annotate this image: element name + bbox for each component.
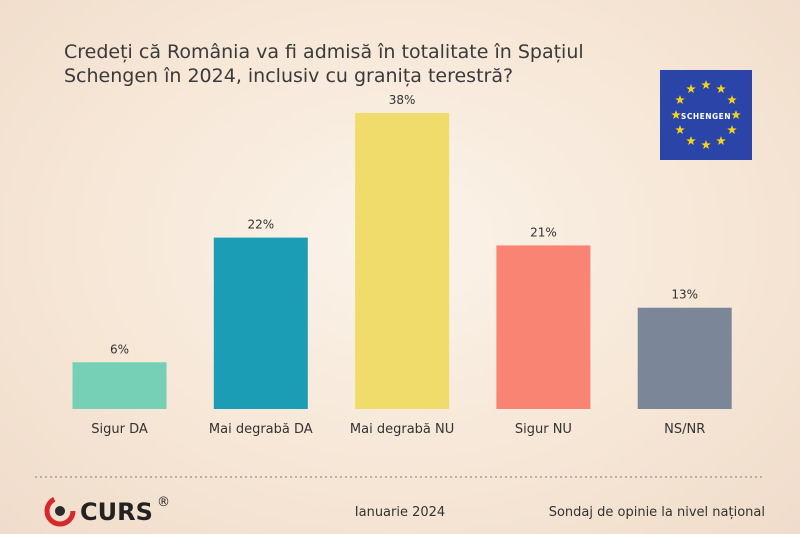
- star: [675, 125, 685, 134]
- star: [727, 95, 737, 104]
- star: [701, 140, 711, 149]
- star: [671, 110, 681, 119]
- x-tick-label: Mai degrabă DA: [209, 422, 313, 437]
- star: [727, 125, 737, 134]
- star: [701, 80, 711, 89]
- star: [731, 110, 741, 119]
- bar: [355, 112, 450, 409]
- star: [686, 84, 696, 94]
- x-tick-label: Sigur NU: [515, 422, 572, 437]
- badge-label: SCHENGEN: [681, 112, 731, 121]
- bar: [72, 362, 167, 409]
- bar: [637, 307, 732, 409]
- logo-icon-core: [55, 506, 65, 516]
- value-label: 21%: [530, 225, 557, 239]
- star: [716, 84, 726, 94]
- value-label: 6%: [110, 342, 129, 356]
- footer-note: Sondaj de opinie la nivel național: [549, 505, 765, 520]
- star: [716, 136, 726, 145]
- chart-title: Credeți că România va fi admisă în total…: [64, 41, 584, 87]
- value-label: 13%: [671, 288, 698, 302]
- bar: [496, 245, 591, 409]
- star: [686, 136, 696, 145]
- star: [675, 95, 685, 104]
- flag-stars: [671, 80, 741, 149]
- logo-mark: ®: [157, 495, 170, 510]
- logo-icon: [44, 495, 76, 527]
- x-tick-label: NS/NR: [664, 422, 705, 437]
- footer-date: Ianuarie 2024: [355, 505, 445, 520]
- value-label: 38%: [389, 93, 416, 107]
- x-tick-label: Sigur DA: [91, 422, 148, 437]
- bar: [213, 237, 308, 409]
- value-label: 22%: [247, 218, 274, 232]
- logo-text: CURS: [80, 498, 153, 526]
- x-tick-label: Mai degrabă NU: [350, 422, 454, 437]
